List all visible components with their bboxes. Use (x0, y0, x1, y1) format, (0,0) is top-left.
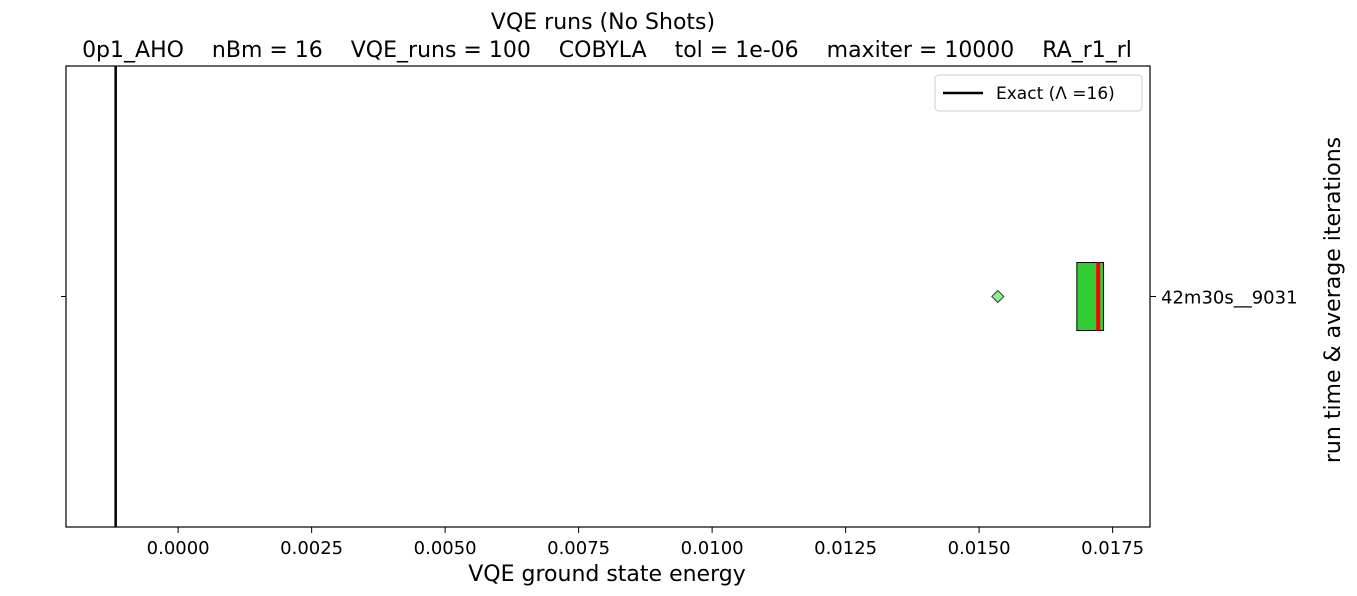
y-axis-right: 42m30s__9031 (61, 288, 1298, 309)
x-axis-label: VQE ground state energy (468, 562, 745, 587)
legend: Exact (Λ =16) (934, 74, 1143, 112)
x-tick-label: 0.0100 (681, 538, 744, 559)
x-tick-label: 0.0125 (814, 538, 877, 559)
plot-frame (65, 65, 1151, 528)
x-axis: 0.0000 0.0025 0.0050 0.0075 0.0100 0.0125 0.01… (147, 527, 1144, 559)
legend-label: Exact (Λ =16) (996, 84, 1115, 104)
x-tick-label: 0.0150 (948, 538, 1011, 559)
x-tick-label: 0.0075 (547, 538, 610, 559)
x-tick-label: 0.0050 (414, 538, 477, 559)
plot-area (65, 65, 1151, 528)
outlier-point-0 (991, 289, 1005, 304)
chart-title: VQE runs (No Shots) (491, 10, 715, 35)
chart-subtitle: 0p1_AHO nBm = 16 VQE_runs = 100 COBYLA t… (82, 38, 1132, 63)
category-label: 42m30s__9031 (1161, 288, 1298, 309)
x-tick-label: 0.0000 (147, 538, 210, 559)
box-0 (991, 262, 1105, 331)
x-tick-label: 0.0025 (280, 538, 343, 559)
legend-box (934, 74, 1143, 112)
right-axis-label: run time & average iterations (1321, 137, 1346, 463)
x-tick-label: 0.0175 (1081, 538, 1144, 559)
